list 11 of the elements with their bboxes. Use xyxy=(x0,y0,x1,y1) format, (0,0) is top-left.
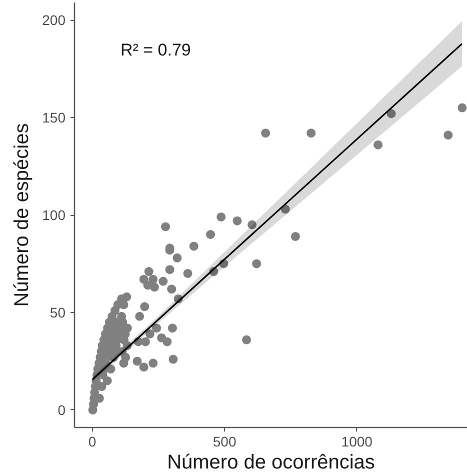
y-tick-label: 150 xyxy=(42,110,66,126)
y-tick-label: 0 xyxy=(58,402,66,418)
y-tick-label: 200 xyxy=(42,12,66,28)
x-tick-label: 0 xyxy=(88,434,96,450)
x-tick-label: 1000 xyxy=(341,434,373,450)
y-tick-label: 100 xyxy=(42,207,66,223)
y-tick-label: 50 xyxy=(50,304,66,320)
x-axis-title: Número de ocorrências xyxy=(167,452,375,474)
x-tick-label: 500 xyxy=(212,434,236,450)
annotation: R² = 0.79 xyxy=(120,40,191,60)
y-axis-title: Número de espécies xyxy=(11,123,34,307)
